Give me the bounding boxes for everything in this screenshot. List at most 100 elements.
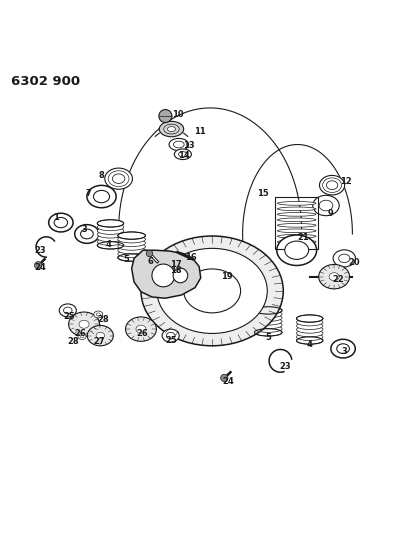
- Ellipse shape: [297, 337, 323, 344]
- Ellipse shape: [97, 227, 124, 235]
- Ellipse shape: [277, 207, 316, 211]
- Text: 14: 14: [178, 151, 190, 160]
- Ellipse shape: [297, 329, 323, 337]
- Ellipse shape: [78, 333, 86, 340]
- Ellipse shape: [297, 326, 323, 333]
- Ellipse shape: [164, 124, 179, 134]
- Ellipse shape: [277, 201, 316, 205]
- Text: 9: 9: [327, 209, 333, 218]
- Ellipse shape: [255, 325, 282, 333]
- Text: 18: 18: [170, 266, 181, 275]
- Text: 11: 11: [194, 127, 206, 135]
- Ellipse shape: [80, 229, 93, 239]
- Text: 26: 26: [74, 329, 86, 338]
- Ellipse shape: [339, 254, 350, 263]
- Text: 12: 12: [340, 176, 352, 185]
- Ellipse shape: [49, 213, 73, 232]
- Ellipse shape: [96, 313, 100, 316]
- Text: 7: 7: [85, 189, 91, 198]
- Ellipse shape: [277, 240, 316, 244]
- Text: 25: 25: [166, 336, 177, 345]
- Ellipse shape: [126, 317, 156, 341]
- Ellipse shape: [93, 190, 110, 203]
- Ellipse shape: [173, 141, 184, 148]
- Ellipse shape: [69, 312, 100, 336]
- Text: 27: 27: [94, 337, 105, 346]
- Ellipse shape: [80, 335, 84, 338]
- Text: 21: 21: [298, 233, 310, 242]
- Ellipse shape: [326, 181, 338, 190]
- Ellipse shape: [87, 326, 113, 346]
- Text: 23: 23: [35, 246, 47, 255]
- Ellipse shape: [118, 243, 145, 250]
- Ellipse shape: [329, 273, 339, 281]
- Ellipse shape: [184, 269, 241, 313]
- Ellipse shape: [255, 314, 282, 321]
- Text: 3: 3: [81, 225, 87, 235]
- Text: 17: 17: [170, 260, 181, 269]
- Ellipse shape: [167, 127, 175, 132]
- Ellipse shape: [141, 236, 283, 346]
- Ellipse shape: [255, 307, 282, 314]
- Ellipse shape: [297, 322, 323, 329]
- Text: 19: 19: [221, 272, 232, 281]
- Ellipse shape: [97, 238, 124, 245]
- Ellipse shape: [319, 200, 333, 211]
- Ellipse shape: [166, 333, 175, 339]
- Ellipse shape: [118, 236, 145, 243]
- Text: 5: 5: [265, 333, 271, 342]
- Ellipse shape: [159, 122, 184, 137]
- Ellipse shape: [313, 195, 339, 216]
- Text: 16: 16: [185, 253, 197, 262]
- Ellipse shape: [277, 213, 316, 216]
- Ellipse shape: [118, 247, 145, 254]
- Text: 4: 4: [106, 240, 111, 248]
- Text: 28: 28: [98, 315, 109, 324]
- Circle shape: [159, 110, 172, 123]
- Ellipse shape: [169, 139, 188, 151]
- Text: 25: 25: [63, 312, 75, 321]
- Ellipse shape: [118, 232, 145, 239]
- Text: 23: 23: [279, 361, 291, 370]
- Text: 1: 1: [53, 213, 58, 222]
- Ellipse shape: [108, 171, 129, 187]
- Ellipse shape: [297, 333, 323, 341]
- Ellipse shape: [333, 250, 355, 267]
- Circle shape: [173, 268, 188, 283]
- Ellipse shape: [112, 174, 125, 183]
- Ellipse shape: [297, 319, 323, 326]
- Ellipse shape: [255, 321, 282, 329]
- Ellipse shape: [297, 315, 323, 322]
- Ellipse shape: [157, 248, 267, 334]
- Text: 3: 3: [341, 348, 347, 357]
- Ellipse shape: [94, 311, 103, 318]
- Ellipse shape: [319, 175, 345, 195]
- Ellipse shape: [75, 224, 99, 244]
- Ellipse shape: [277, 218, 316, 222]
- Ellipse shape: [97, 223, 124, 231]
- Ellipse shape: [179, 151, 187, 157]
- Circle shape: [146, 250, 153, 257]
- Text: 24: 24: [222, 377, 234, 386]
- Polygon shape: [132, 250, 201, 298]
- Ellipse shape: [337, 344, 349, 353]
- Ellipse shape: [319, 264, 350, 289]
- Ellipse shape: [54, 217, 68, 228]
- Text: 6: 6: [147, 257, 153, 266]
- Ellipse shape: [277, 235, 317, 265]
- Ellipse shape: [277, 229, 316, 232]
- Text: 26: 26: [136, 329, 148, 338]
- Ellipse shape: [277, 235, 316, 238]
- Circle shape: [152, 264, 175, 287]
- Ellipse shape: [118, 239, 145, 247]
- Ellipse shape: [118, 254, 145, 261]
- Ellipse shape: [174, 149, 191, 159]
- Text: 4: 4: [307, 340, 313, 349]
- Ellipse shape: [255, 329, 282, 336]
- Text: 6302 900: 6302 900: [11, 75, 80, 87]
- Ellipse shape: [64, 307, 72, 313]
- Ellipse shape: [87, 185, 116, 208]
- Text: 13: 13: [183, 141, 195, 150]
- Text: 20: 20: [348, 258, 360, 267]
- Ellipse shape: [285, 241, 309, 260]
